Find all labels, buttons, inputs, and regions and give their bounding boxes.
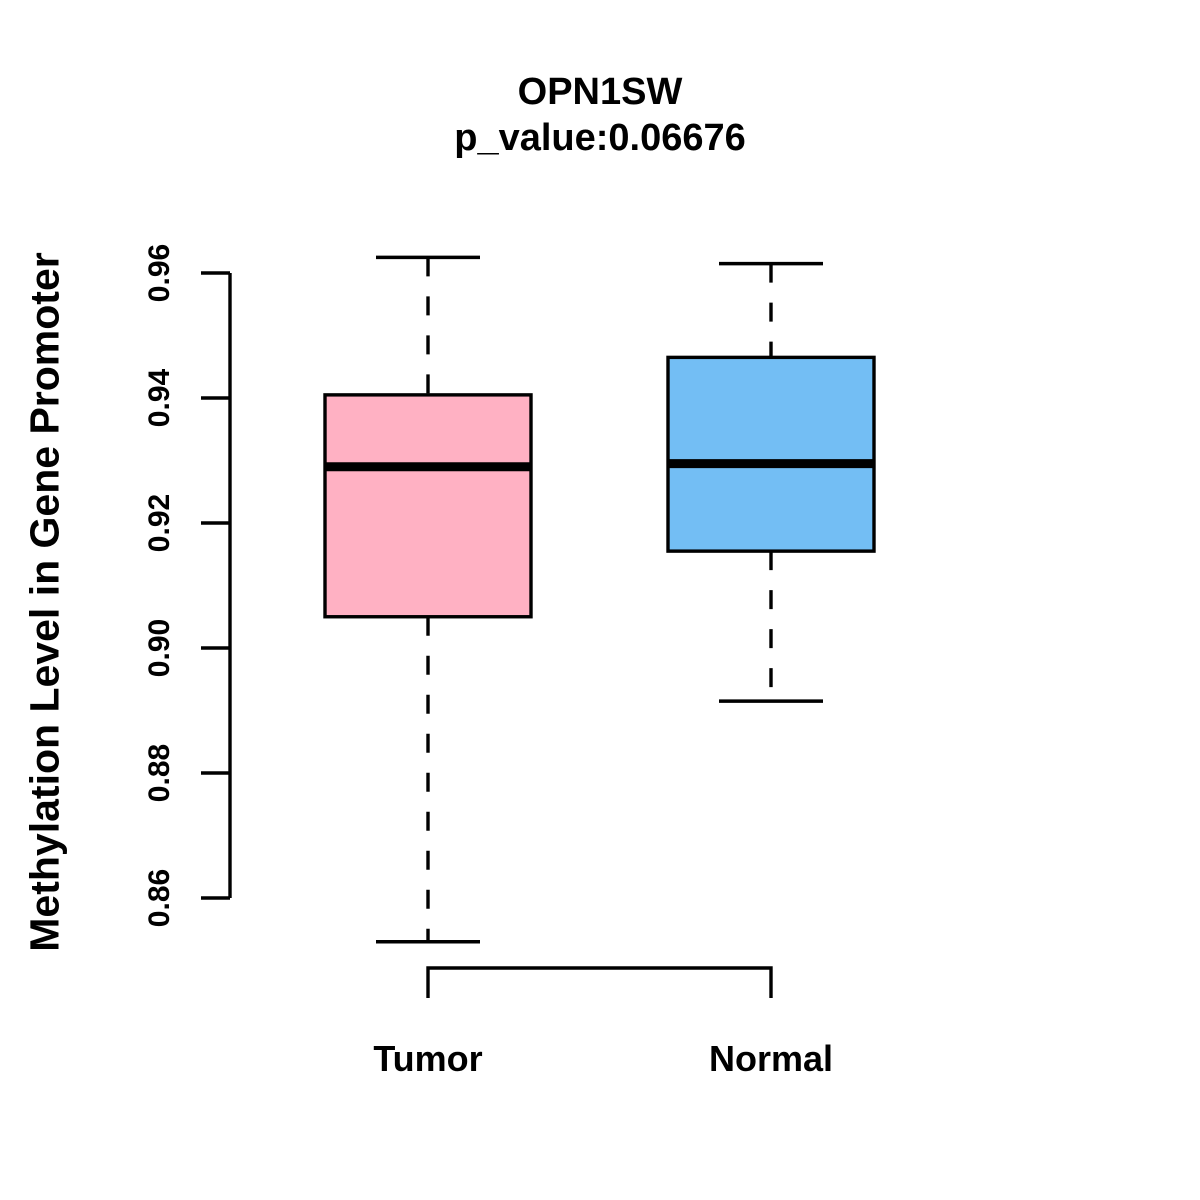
x-category-label-normal: Normal — [708, 1038, 834, 1079]
box-normal — [666, 355, 876, 553]
y-tick-label: 0.90 — [143, 618, 176, 678]
y-axis-title: Methylation Level in Gene Promoter — [21, 252, 68, 952]
chart-title: OPN1SW — [517, 71, 683, 113]
p-value-subtitle: p_value:0.06676 — [454, 117, 746, 159]
y-tick-label: 0.86 — [143, 868, 176, 928]
x-axis-bracket — [426, 966, 773, 998]
y-tick-label: 0.92 — [143, 493, 176, 553]
y-tick-label: 0.96 — [143, 243, 176, 303]
box-tumor — [323, 393, 533, 619]
y-tick-label: 0.94 — [143, 368, 176, 428]
y-tick-label: 0.88 — [143, 743, 176, 803]
x-category-label-tumor: Tumor — [373, 1038, 483, 1079]
